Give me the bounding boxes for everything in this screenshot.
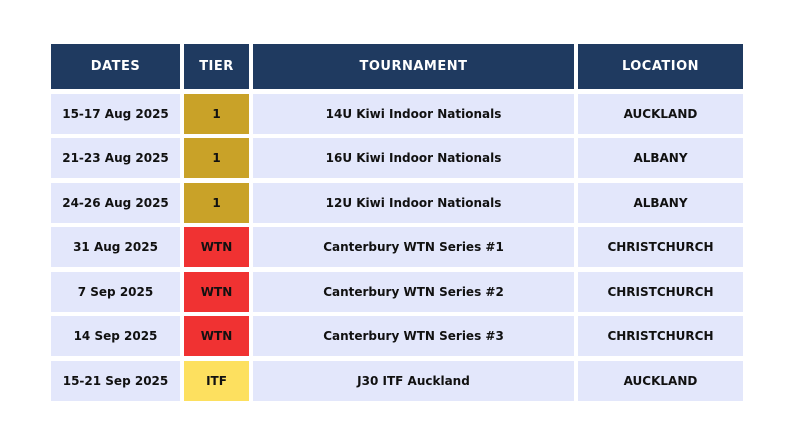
- tournament-cell: 12U Kiwi Indoor Nationals: [253, 182, 574, 223]
- date-cell: 21-23 Aug 2025: [51, 138, 180, 178]
- date-cell: 24-26 Aug 2025: [51, 182, 180, 223]
- date-cell: 14 Sep 2025: [51, 316, 180, 356]
- tier-cell: WTN: [184, 227, 249, 267]
- column-header-tournament: TOURNAMENT: [253, 44, 574, 89]
- location-cell: ALBANY: [578, 138, 743, 178]
- tournament-cell: Canterbury WTN Series #3: [253, 316, 574, 356]
- tournament-cell: Canterbury WTN Series #2: [253, 271, 574, 312]
- tournament-cell: 16U Kiwi Indoor Nationals: [253, 138, 574, 178]
- date-cell: 15-21 Sep 2025: [51, 360, 180, 401]
- tier-cell: WTN: [184, 271, 249, 312]
- location-cell: AUCKLAND: [578, 93, 743, 134]
- tier-cell: 1: [184, 138, 249, 178]
- column-header-tier: TIER: [184, 44, 249, 89]
- date-cell: 31 Aug 2025: [51, 227, 180, 267]
- location-cell: ALBANY: [578, 182, 743, 223]
- tournament-cell: Canterbury WTN Series #1: [253, 227, 574, 267]
- tier-cell: WTN: [184, 316, 249, 356]
- tournament-cell: J30 ITF Auckland: [253, 360, 574, 401]
- date-cell: 7 Sep 2025: [51, 271, 180, 312]
- tier-cell: ITF: [184, 360, 249, 401]
- tournament-cell: 14U Kiwi Indoor Nationals: [253, 93, 574, 134]
- date-cell: 15-17 Aug 2025: [51, 93, 180, 134]
- location-cell: CHRISTCHURCH: [578, 316, 743, 356]
- location-cell: AUCKLAND: [578, 360, 743, 401]
- location-cell: CHRISTCHURCH: [578, 271, 743, 312]
- tier-cell: 1: [184, 93, 249, 134]
- column-header-dates: DATES: [51, 44, 180, 89]
- tournament-schedule-table: DATES TIER TOURNAMENT LOCATION 15-17 Aug 202…: [51, 44, 743, 401]
- column-header-location: LOCATION: [578, 44, 743, 89]
- tier-cell: 1: [184, 182, 249, 223]
- location-cell: CHRISTCHURCH: [578, 227, 743, 267]
